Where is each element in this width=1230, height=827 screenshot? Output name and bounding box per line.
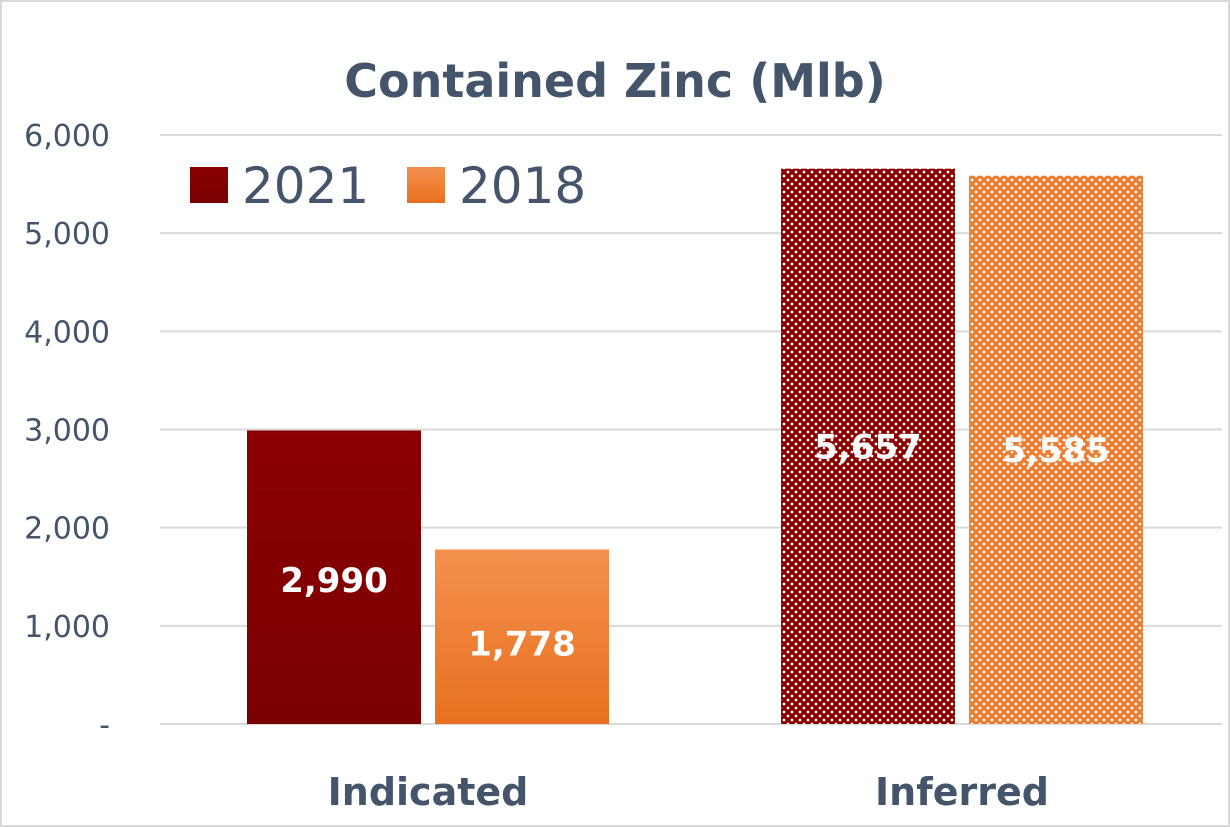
legend-swatch-2021: [190, 167, 228, 203]
data-labels: 2,990 1,778 5,657 5,585: [280, 427, 1110, 664]
bar-2018-indicated: [435, 549, 609, 724]
legend-label: 2018: [459, 157, 586, 215]
y-tick-label: 6,000: [24, 119, 110, 154]
bar-2021-inferred: [781, 168, 955, 725]
y-tick-label: 1,000: [24, 610, 110, 645]
y-tick-label: 2,000: [24, 512, 110, 547]
y-axis-ticks: - 1,000 2,000 3,000 4,000 5,000 6,000: [24, 119, 110, 743]
y-tick-label: 4,000: [24, 315, 110, 350]
bar-2018-inferred: [969, 175, 1143, 725]
y-tick-label: 3,000: [24, 414, 110, 449]
bars: [247, 168, 1143, 725]
legend: 2021 2018: [190, 157, 586, 215]
data-label: 5,657: [814, 427, 922, 467]
legend-label: 2021: [242, 157, 369, 215]
data-label: 2,990: [280, 561, 388, 601]
legend-swatch-2018: [407, 167, 445, 203]
data-label: 1,778: [468, 625, 576, 665]
bar-2021-indicated: [247, 430, 421, 724]
data-label: 5,585: [1002, 431, 1110, 471]
x-category-label: Indicated: [328, 770, 529, 814]
x-axis-categories: Indicated Inferred: [328, 770, 1049, 814]
chart-title: Contained Zinc (Mlb): [344, 54, 885, 108]
y-tick-label: -: [99, 708, 110, 743]
y-tick-label: 5,000: [24, 217, 110, 252]
x-category-label: Inferred: [875, 770, 1049, 814]
